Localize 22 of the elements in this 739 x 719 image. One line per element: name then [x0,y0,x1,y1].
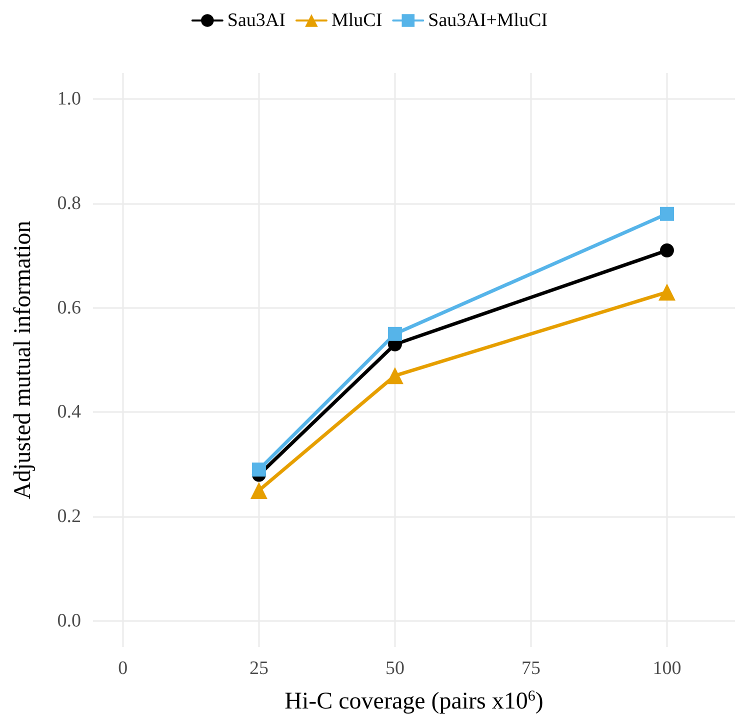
y-tick-label: 1.0 [57,88,81,110]
point [252,462,266,477]
legend-label: MluCI [331,10,382,31]
x-tick-label: 100 [652,658,682,679]
x-tick-label: 0 [118,658,128,679]
point [388,326,402,341]
point [386,367,404,384]
point [660,206,674,221]
legend-label: Sau3AI [227,10,286,31]
legend-label: Sau3AI+MluCI [428,10,548,31]
point [660,243,674,258]
y-axis-title: Adjusted mutual information [10,220,36,500]
y-tick-label: 0.4 [57,402,82,423]
point [250,482,268,499]
y-tick-label: 0.0 [57,610,81,632]
x-tick-label: 50 [385,658,404,679]
y-tick-label: 0.6 [57,297,81,318]
x-tick-label: 25 [249,658,268,679]
x-tick-label: 75 [521,658,540,679]
point [658,284,676,301]
y-tick-label: 0.2 [57,506,81,528]
y-tick-label: 0.8 [57,192,81,214]
